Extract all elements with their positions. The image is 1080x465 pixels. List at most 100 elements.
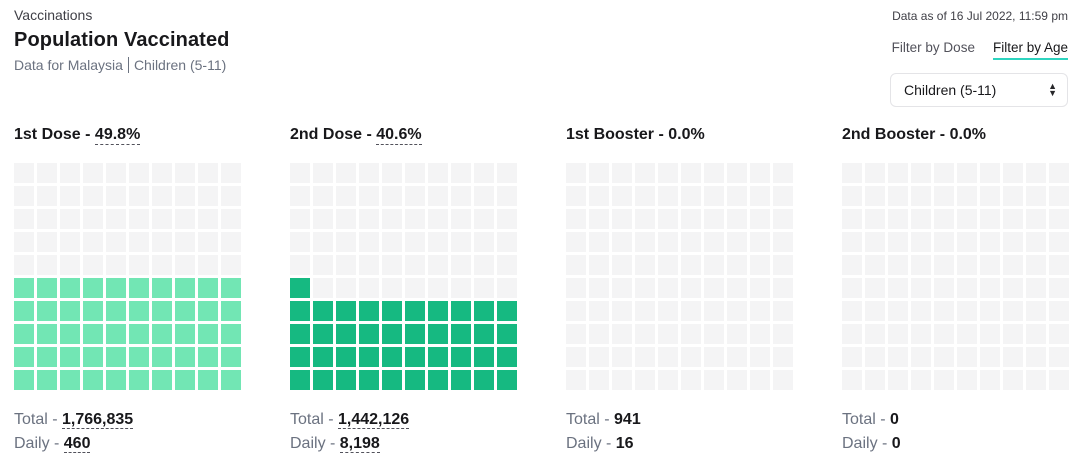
waffle-cell-empty <box>566 324 586 344</box>
stat-daily: Daily - 16 <box>566 432 641 456</box>
waffle-cell-empty <box>957 301 977 321</box>
waffle-cell-filled <box>152 347 172 367</box>
waffle-cell-empty <box>221 255 241 275</box>
waffle-cell-empty <box>911 232 931 252</box>
stat-daily-value: 0 <box>891 435 901 452</box>
dose-panel: 2nd Booster - 0.0% Total - 0 Daily - 0 <box>842 126 1070 452</box>
waffle-cell-empty <box>658 347 678 367</box>
waffle-cell-empty <box>658 186 678 206</box>
waffle-cell-empty <box>1003 163 1023 183</box>
waffle-cell-empty <box>152 232 172 252</box>
dose-panel-title: 2nd Dose - 40.6% <box>290 126 518 146</box>
waffle-cell-filled <box>405 324 425 344</box>
waffle-cell-filled <box>359 347 379 367</box>
waffle-cell-empty <box>566 255 586 275</box>
waffle-cell-empty <box>382 232 402 252</box>
waffle-cell-filled <box>37 301 57 321</box>
age-group-select[interactable]: Children (5-11) ▲ ▼ <box>890 73 1068 107</box>
waffle-cell-empty <box>566 163 586 183</box>
waffle-cell-empty <box>980 163 1000 183</box>
waffle-cell-filled <box>290 370 310 390</box>
waffle-cell-empty <box>911 301 931 321</box>
waffle-cell-empty <box>635 209 655 229</box>
waffle-cell-filled <box>405 301 425 321</box>
dose-percentage: 0.0% <box>949 126 987 143</box>
waffle-cell-empty <box>635 255 655 275</box>
waffle-cell-filled <box>382 347 402 367</box>
waffle-cell-filled <box>336 301 356 321</box>
stat-daily-value[interactable]: 8,198 <box>339 435 380 453</box>
stat-daily-value[interactable]: 460 <box>63 435 91 453</box>
waffle-cell-empty <box>888 324 908 344</box>
subtitle-region: Data for Malaysia <box>14 57 123 73</box>
subtitle-divider <box>127 57 129 73</box>
waffle-cell-empty <box>106 186 126 206</box>
waffle-cell-filled <box>336 347 356 367</box>
waffle-cell-empty <box>727 324 747 344</box>
waffle-cell-empty <box>704 186 724 206</box>
waffle-cell-empty <box>428 209 448 229</box>
waffle-cell-empty <box>888 255 908 275</box>
waffle-cell-empty <box>612 232 632 252</box>
dose-percentage[interactable]: 40.6% <box>376 126 422 145</box>
tab-filter-by-dose[interactable]: Filter by Dose <box>891 40 975 55</box>
waffle-cell-empty <box>911 186 931 206</box>
waffle-cell-filled <box>313 347 333 367</box>
waffle-cell-empty <box>681 232 701 252</box>
stat-total-value[interactable]: 1,442,126 <box>338 411 410 429</box>
waffle-cell-empty <box>1049 163 1069 183</box>
waffle-cell-empty <box>773 255 793 275</box>
waffle-cell-filled <box>152 278 172 298</box>
waffle-cell-empty <box>106 163 126 183</box>
waffle-cell-empty <box>382 209 402 229</box>
waffle-cell-empty <box>198 186 218 206</box>
waffle-cell-empty <box>106 209 126 229</box>
waffle-cell-empty <box>750 163 770 183</box>
waffle-cell-empty <box>957 324 977 344</box>
waffle-cell-filled <box>37 370 57 390</box>
stat-total: Total - 941 <box>566 408 641 432</box>
waffle-cell-empty <box>681 163 701 183</box>
waffle-cell-empty <box>612 347 632 367</box>
waffle-cell-filled <box>474 370 494 390</box>
waffle-cell-empty <box>566 232 586 252</box>
waffle-cell-empty <box>451 232 471 252</box>
waffle-grid <box>14 163 242 391</box>
waffle-cell-empty <box>957 232 977 252</box>
waffle-cell-filled <box>405 370 425 390</box>
waffle-cell-filled <box>497 370 517 390</box>
waffle-cell-filled <box>14 301 34 321</box>
waffle-cell-filled <box>428 347 448 367</box>
data-timestamp: Data as of 16 Jul 2022, 11:59 pm <box>892 9 1068 23</box>
stat-total-value[interactable]: 1,766,835 <box>62 411 134 429</box>
waffle-cell-empty <box>934 209 954 229</box>
waffle-cell-filled <box>106 278 126 298</box>
waffle-cell-empty <box>727 370 747 390</box>
waffle-cell-filled <box>152 324 172 344</box>
waffle-cell-empty <box>1003 301 1023 321</box>
waffle-cell-empty <box>704 232 724 252</box>
waffle-cell-empty <box>83 232 103 252</box>
waffle-cell-empty <box>60 186 80 206</box>
waffle-cell-empty <box>14 209 34 229</box>
waffle-cell-empty <box>1049 347 1069 367</box>
dose-percentage[interactable]: 49.8% <box>94 126 141 145</box>
waffle-cell-empty <box>313 255 333 275</box>
waffle-cell-filled <box>198 370 218 390</box>
stat-daily-label: Daily - <box>842 435 892 452</box>
waffle-cell-filled <box>129 370 149 390</box>
waffle-cell-empty <box>60 209 80 229</box>
waffle-cell-empty <box>37 232 57 252</box>
waffle-cell-empty <box>727 209 747 229</box>
waffle-cell-empty <box>865 209 885 229</box>
waffle-cell-empty <box>750 232 770 252</box>
waffle-grid <box>290 163 518 391</box>
waffle-cell-empty <box>681 278 701 298</box>
waffle-cell-empty <box>129 163 149 183</box>
waffle-cell-empty <box>589 163 609 183</box>
waffle-cell-empty <box>336 186 356 206</box>
dose-label: 1st Booster - <box>566 126 669 143</box>
waffle-cell-empty <box>681 370 701 390</box>
tab-filter-by-age[interactable]: Filter by Age <box>992 40 1068 60</box>
waffle-cell-empty <box>727 255 747 275</box>
